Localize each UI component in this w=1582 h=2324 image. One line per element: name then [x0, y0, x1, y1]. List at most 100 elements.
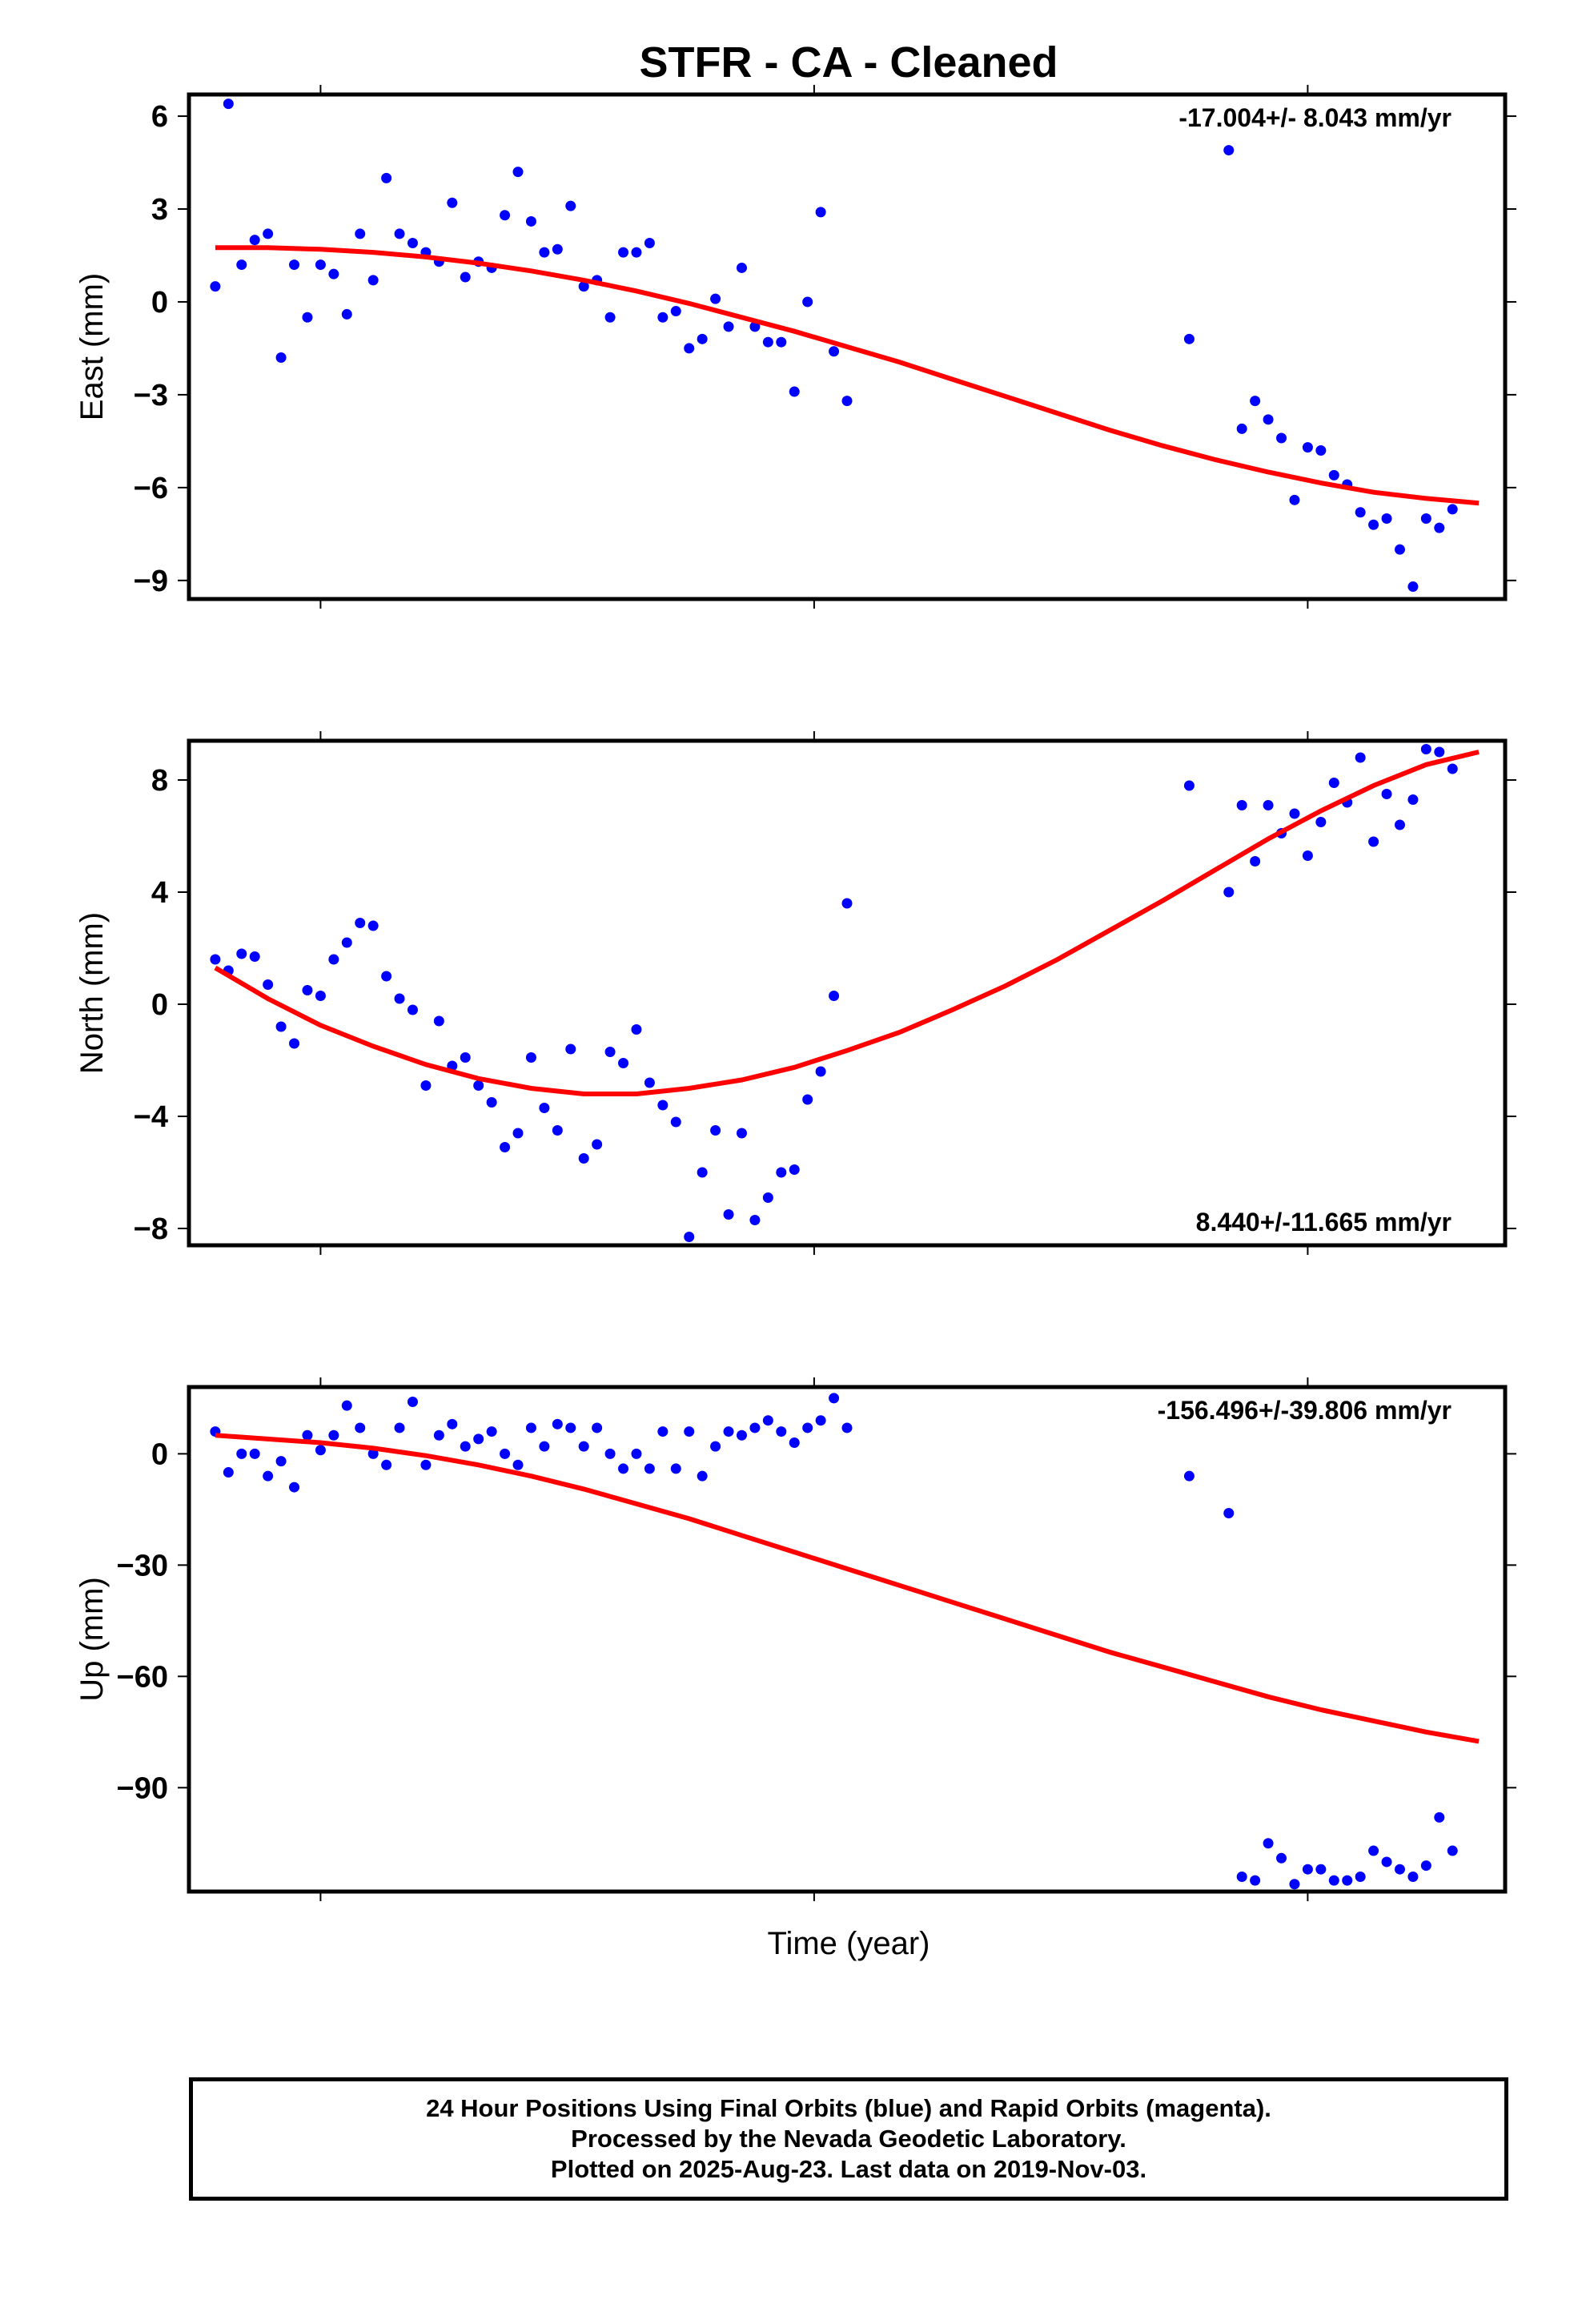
data-point — [367, 1448, 379, 1459]
data-point — [433, 1015, 444, 1027]
data-point — [631, 247, 642, 258]
data-point — [381, 1459, 392, 1470]
data-point — [289, 1038, 300, 1049]
data-point — [367, 920, 379, 931]
data-point — [841, 1422, 853, 1433]
data-point — [776, 1167, 787, 1178]
data-point — [710, 1441, 721, 1452]
up-points — [210, 1393, 1458, 1890]
data-point — [236, 948, 247, 959]
data-point — [420, 1459, 432, 1470]
data-point — [684, 1426, 695, 1437]
data-point — [670, 1463, 681, 1474]
data-point — [1236, 423, 1247, 434]
data-point — [381, 172, 392, 183]
data-point — [841, 898, 853, 909]
data-point — [1394, 544, 1405, 555]
data-point — [697, 1470, 708, 1482]
data-point — [604, 1047, 616, 1057]
data-point — [1183, 333, 1195, 344]
north-frame — [187, 738, 1508, 1248]
data-point — [539, 1103, 550, 1113]
data-point — [249, 235, 260, 246]
data-point — [1434, 746, 1445, 758]
data-point — [1368, 519, 1379, 530]
data-point — [776, 1426, 787, 1437]
data-point — [1368, 836, 1379, 847]
caption-line-3: Plotted on 2025-Aug-23. Last data on 201… — [550, 2155, 1147, 2183]
data-point — [1368, 1845, 1379, 1856]
data-point — [394, 228, 405, 239]
east-y-axis-label: East (mm) — [74, 273, 110, 420]
data-point — [1447, 504, 1458, 515]
data-point — [1420, 513, 1431, 525]
up-frame — [187, 1385, 1508, 1894]
data-point — [1342, 1875, 1353, 1886]
caption-box: 24 Hour Positions Using Final Orbits (bl… — [189, 2077, 1508, 2201]
data-point — [644, 1463, 655, 1474]
data-point — [657, 312, 669, 323]
data-point — [447, 197, 458, 208]
data-point — [644, 1077, 655, 1088]
data-point — [565, 1043, 576, 1055]
data-point — [789, 1164, 800, 1175]
data-point — [1355, 1871, 1366, 1882]
east-frame — [187, 92, 1508, 601]
data-point — [328, 1429, 339, 1441]
data-point — [1302, 850, 1313, 861]
data-point — [460, 1441, 471, 1452]
up-rate-text: -156.496+/-39.806 mm/yr — [1158, 1396, 1452, 1425]
data-point — [486, 1426, 497, 1437]
data-point — [1381, 789, 1392, 799]
data-point — [723, 1209, 734, 1220]
data-point — [631, 1024, 642, 1035]
data-point — [512, 1459, 524, 1470]
data-point — [1250, 1875, 1261, 1886]
north-rate-text: 8.440+/-11.665 mm/yr — [1196, 1208, 1452, 1236]
data-point — [723, 321, 734, 332]
data-point — [381, 971, 392, 982]
data-point — [367, 275, 379, 286]
east-ytick-label: −6 — [134, 472, 168, 505]
data-point — [710, 1125, 721, 1136]
data-point — [341, 937, 352, 948]
data-point — [802, 1094, 813, 1105]
data-point — [1315, 1864, 1327, 1875]
up-ytick-label: −90 — [117, 1771, 168, 1805]
data-point — [355, 1422, 366, 1433]
data-point — [1394, 819, 1405, 830]
data-point — [1289, 808, 1300, 819]
data-point — [394, 993, 405, 1004]
data-point — [1223, 145, 1235, 156]
data-point — [275, 1021, 287, 1032]
data-point — [249, 951, 260, 962]
caption-line-1: 24 Hour Positions Using Final Orbits (bl… — [426, 2094, 1271, 2122]
data-point — [525, 1422, 536, 1433]
data-point — [1276, 432, 1287, 444]
north-fit-curve — [214, 750, 1480, 1096]
data-point — [749, 321, 761, 332]
up-panel: 0 −30 −60 −90 Up (mm) -156.496+/-39.806 mm/yr — [74, 1377, 1516, 1901]
data-point — [394, 1422, 405, 1433]
data-point — [644, 238, 655, 249]
data-point — [1250, 856, 1261, 866]
data-point — [684, 1232, 695, 1242]
data-point — [1183, 1470, 1195, 1482]
north-ytick-label: 8 — [151, 764, 168, 798]
data-point — [315, 1445, 326, 1456]
data-point — [1236, 800, 1247, 810]
data-point — [1276, 1852, 1287, 1864]
data-point — [236, 259, 247, 271]
up-ytick-label: −60 — [117, 1660, 168, 1694]
data-point — [512, 1128, 524, 1139]
data-point — [1263, 1838, 1274, 1849]
data-point — [762, 336, 773, 348]
data-point — [223, 1467, 234, 1478]
data-point — [1263, 800, 1274, 810]
data-point — [657, 1426, 669, 1437]
data-point — [670, 1116, 681, 1128]
data-point — [210, 954, 221, 965]
data-point — [592, 1139, 603, 1150]
north-ytick-label: −8 — [134, 1212, 168, 1246]
data-point — [1223, 887, 1235, 898]
